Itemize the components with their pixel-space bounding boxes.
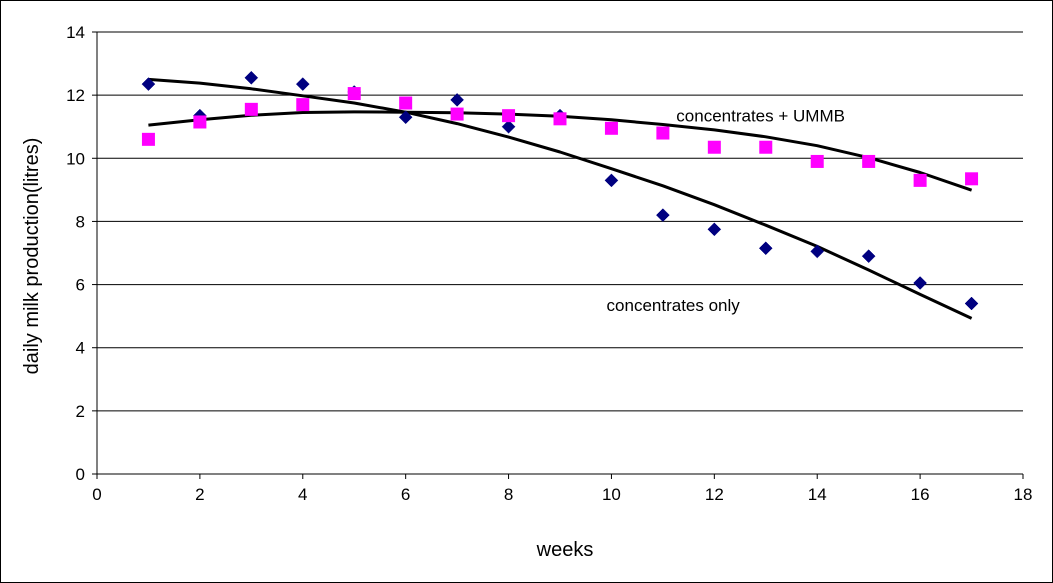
y-tick-label: 6 bbox=[76, 276, 85, 295]
data-point-concentrates-only bbox=[913, 276, 927, 290]
x-axis-label: weeks bbox=[536, 539, 594, 561]
trendline-concentrates-only bbox=[148, 77, 973, 320]
data-point-concentrates-only bbox=[810, 244, 825, 259]
y-tick-label: 14 bbox=[66, 23, 85, 42]
data-point-concentrates-ummb bbox=[502, 109, 516, 123]
data-point-concentrates-ummb bbox=[399, 96, 413, 110]
annotations: concentrates + UMMB concentrates only bbox=[607, 107, 845, 315]
x-tick-label: 14 bbox=[808, 485, 827, 504]
x-tick-label: 10 bbox=[602, 485, 621, 504]
axes: 0 2 4 6 8 10 12 14 0 2 4 6 8 10 12 14 16 18 bbox=[66, 23, 1032, 504]
data-point-concentrates-ummb bbox=[553, 112, 567, 126]
y-axis-label: daily milk production(litres) bbox=[21, 138, 43, 375]
x-tick-label: 12 bbox=[705, 485, 724, 504]
y-tick-label: 12 bbox=[66, 86, 85, 105]
data-point-concentrates-only bbox=[398, 110, 413, 125]
x-tick-label: 8 bbox=[504, 485, 513, 504]
data-point-concentrates-only bbox=[450, 93, 464, 107]
data-point-concentrates-only bbox=[656, 208, 670, 222]
x-tick-label: 18 bbox=[1014, 485, 1033, 504]
data-point-concentrates-ummb bbox=[450, 107, 464, 121]
data-point-concentrates-ummb bbox=[810, 154, 824, 168]
y-tick-label: 0 bbox=[76, 465, 85, 484]
data-point-concentrates-only bbox=[707, 222, 722, 237]
x-tick-label: 16 bbox=[911, 485, 930, 504]
data-point-concentrates-only bbox=[295, 77, 310, 91]
y-tick-label: 2 bbox=[76, 402, 85, 421]
y-tick-label: 8 bbox=[76, 212, 85, 231]
data-point-concentrates-ummb bbox=[965, 172, 979, 186]
annotation-label: concentrates only bbox=[607, 296, 741, 315]
data-point-concentrates-only bbox=[244, 70, 259, 85]
data-point-concentrates-only bbox=[501, 119, 516, 134]
data-point-concentrates-only bbox=[758, 241, 773, 256]
data-point-concentrates-ummb bbox=[347, 87, 361, 101]
data-point-concentrates-ummb bbox=[141, 132, 155, 146]
y-tick-label: 4 bbox=[76, 339, 85, 358]
annotation-label: concentrates + UMMB bbox=[676, 107, 845, 126]
data-point-concentrates-ummb bbox=[244, 102, 258, 116]
data-point-concentrates-ummb bbox=[193, 115, 207, 129]
data-points bbox=[141, 70, 979, 311]
x-tick-label: 6 bbox=[401, 485, 410, 504]
x-tick-label: 2 bbox=[195, 485, 204, 504]
y-tick-label: 10 bbox=[66, 149, 85, 168]
data-point-concentrates-only bbox=[141, 77, 156, 91]
data-point-concentrates-only bbox=[861, 249, 876, 264]
x-tick-label: 4 bbox=[298, 485, 307, 504]
data-point-concentrates-only bbox=[604, 173, 619, 188]
data-point-concentrates-ummb bbox=[759, 140, 773, 154]
axis-labels: weeks daily milk production(litres) bbox=[21, 138, 593, 561]
data-point-concentrates-ummb bbox=[604, 121, 618, 135]
gridlines bbox=[97, 31, 1023, 412]
data-point-concentrates-only bbox=[964, 296, 979, 311]
data-point-concentrates-ummb bbox=[862, 154, 876, 168]
data-point-concentrates-ummb bbox=[296, 98, 310, 112]
data-point-concentrates-ummb bbox=[913, 173, 927, 187]
data-point-concentrates-ummb bbox=[707, 140, 721, 154]
x-tick-label: 0 bbox=[92, 485, 101, 504]
data-point-concentrates-ummb bbox=[656, 126, 670, 140]
